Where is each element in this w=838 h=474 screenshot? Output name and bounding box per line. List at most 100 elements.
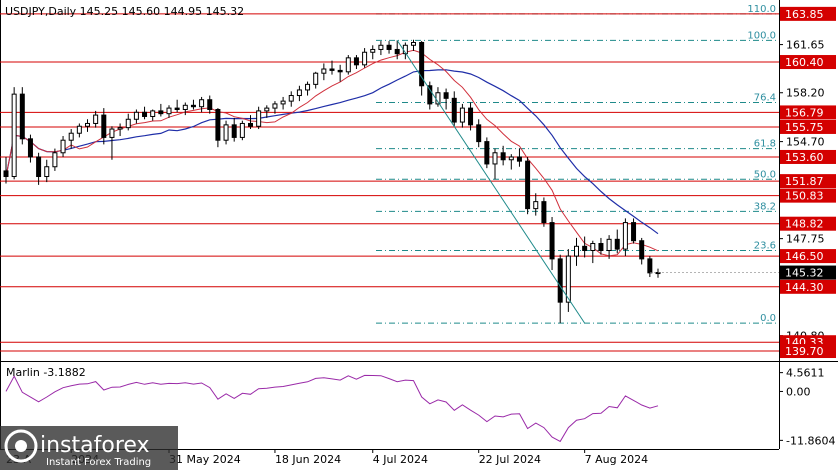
- candle-bullish: [590, 243, 596, 252]
- candle-bullish: [296, 89, 302, 97]
- candle-bullish: [264, 107, 270, 112]
- candle-bullish: [321, 68, 327, 74]
- candle-bullish: [85, 122, 90, 127]
- candle-bearish: [386, 44, 392, 50]
- oscillator-label: Marlin -3.1882: [6, 366, 86, 379]
- candle-bearish: [639, 240, 645, 260]
- candle-bullish: [305, 83, 311, 91]
- level-price-badge: [780, 344, 836, 359]
- level-price-badge: [780, 105, 836, 120]
- candle-bullish: [133, 111, 139, 120]
- candle-bullish: [117, 127, 123, 130]
- level-price-text: 150.83: [785, 190, 824, 203]
- candle-bearish: [443, 92, 449, 99]
- candle-bullish: [492, 152, 498, 165]
- price-axis-label: 161.65: [786, 39, 825, 52]
- candle-bearish: [337, 69, 343, 73]
- current-price-badge: [780, 265, 836, 280]
- candle-bearish: [3, 170, 9, 178]
- level-price-badge: [780, 119, 836, 134]
- level-price-text: 153.60: [785, 151, 824, 164]
- fib-level-label: 38.2: [754, 201, 776, 212]
- candle-bearish: [158, 110, 164, 115]
- candle-bullish: [411, 41, 416, 46]
- candle-bearish: [353, 57, 359, 66]
- fib-trendline: [396, 40, 586, 324]
- candle-bullish: [166, 107, 172, 115]
- candle-bullish: [182, 104, 188, 110]
- level-price-text: 139.70: [785, 345, 824, 358]
- candle-bearish: [419, 41, 425, 87]
- candle-bearish: [549, 222, 555, 260]
- candle-bearish: [647, 258, 653, 274]
- candle-bearish: [231, 124, 237, 138]
- candle-bullish: [574, 245, 579, 257]
- candle-bearish: [394, 48, 400, 55]
- candle-bullish: [68, 132, 74, 141]
- fib-level-label: 23.6: [754, 241, 776, 252]
- logo-tagline: Instant Forex Trading: [46, 457, 151, 468]
- candle-bullish: [11, 93, 17, 178]
- candle-bullish: [44, 166, 50, 178]
- candle-bullish: [52, 152, 58, 168]
- candle-bearish: [174, 107, 180, 110]
- candle-bullish: [199, 99, 205, 108]
- moving-average-red-line: [5, 49, 659, 257]
- candle-bullish: [256, 110, 262, 127]
- time-axis-label: 22 Jul 2024: [479, 453, 541, 466]
- level-price-text: 160.40: [785, 56, 824, 69]
- fib-level-label: 0.0: [760, 313, 776, 324]
- candle-bullish: [565, 255, 571, 303]
- candle-bullish: [345, 57, 351, 73]
- level-price-badge: [780, 6, 836, 21]
- candle-bearish: [500, 152, 506, 161]
- candle-bearish: [451, 97, 457, 123]
- candle-bullish: [459, 107, 465, 123]
- candle-bearish: [190, 104, 196, 108]
- candle-bullish: [288, 95, 294, 102]
- candle-bullish: [378, 44, 384, 50]
- time-axis-label: 7 Aug 2024: [585, 453, 648, 466]
- current-price-text: 145.32: [785, 267, 824, 280]
- logo-emblem: [4, 429, 38, 463]
- candle-bearish: [598, 243, 604, 252]
- candle-bearish: [207, 99, 213, 110]
- candle-bearish: [476, 124, 482, 143]
- moving-average-blue-line: [5, 69, 659, 235]
- candle-bullish: [313, 72, 319, 85]
- oscillator-axis-label: 0.00: [786, 385, 811, 398]
- candle-bullish: [223, 124, 229, 141]
- candle-bearish: [516, 156, 522, 162]
- level-price-badge: [780, 216, 836, 231]
- candle-bearish: [101, 114, 107, 138]
- level-price-badge: [780, 149, 836, 164]
- level-price-badge: [780, 249, 836, 264]
- fib-level-label: 110.0: [747, 4, 776, 15]
- candle-bearish: [582, 245, 588, 252]
- candle-bullish: [533, 201, 539, 210]
- level-price-badge: [780, 55, 836, 70]
- time-axis-label: 31 May 2024: [169, 453, 241, 466]
- marlin-oscillator-line: [5, 374, 659, 443]
- candle-bearish: [468, 107, 474, 126]
- candle-bullish: [272, 103, 278, 109]
- level-price-text: 156.79: [785, 106, 824, 119]
- candle-bullish: [109, 128, 115, 138]
- candle-bullish: [93, 114, 99, 124]
- candle-bullish: [125, 118, 131, 129]
- candle-bullish: [76, 125, 82, 134]
- chart-symbol-header: USDJPY,Daily 145.25 145.60 144.95 145.32: [5, 5, 244, 18]
- candle-bullish: [280, 100, 286, 105]
- fib-level-label: 76.4: [754, 93, 776, 104]
- level-price-text: 155.75: [785, 121, 824, 134]
- price-axis-label: 158.20: [786, 87, 825, 100]
- candle-bearish: [614, 238, 620, 250]
- level-price-text: 163.85: [785, 8, 824, 21]
- candle-bullish: [622, 222, 628, 250]
- fib-level-label: 50.0: [754, 169, 776, 180]
- candle-bullish: [508, 156, 514, 161]
- candle-bullish: [150, 110, 156, 117]
- level-price-text: 146.50: [785, 250, 824, 263]
